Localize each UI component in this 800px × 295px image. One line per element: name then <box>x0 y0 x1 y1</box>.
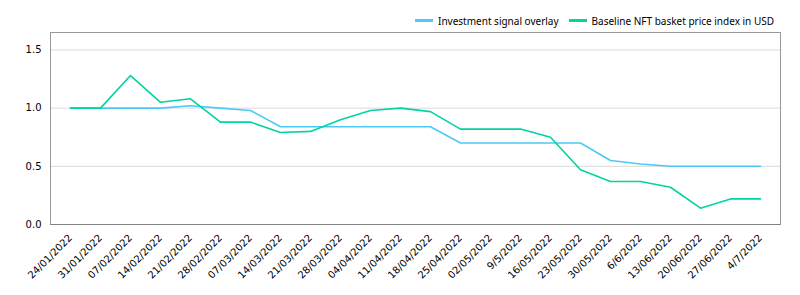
svg-text:31/01/2022: 31/01/2022 <box>55 232 105 281</box>
svg-text:07/03/2022: 07/03/2022 <box>205 232 255 281</box>
svg-text:0.5: 0.5 <box>26 161 42 172</box>
svg-text:07/02/2022: 07/02/2022 <box>85 232 135 281</box>
svg-text:02/05/2022: 02/05/2022 <box>446 232 495 281</box>
svg-text:16/05/2022: 16/05/2022 <box>505 232 555 281</box>
svg-text:21/02/2022: 21/02/2022 <box>145 232 195 281</box>
svg-text:20/06/2022: 20/06/2022 <box>655 232 705 281</box>
svg-text:28/03/2022: 28/03/2022 <box>295 232 345 281</box>
svg-text:30/05/2022: 30/05/2022 <box>566 232 615 281</box>
svg-text:13/06/2022: 13/06/2022 <box>625 232 675 281</box>
svg-text:27/06/2022: 27/06/2022 <box>686 232 735 281</box>
svg-text:14/03/2022: 14/03/2022 <box>235 232 285 281</box>
svg-text:24/01/2022: 24/01/2022 <box>25 232 75 281</box>
svg-text:28/02/2022: 28/02/2022 <box>175 232 225 281</box>
svg-text:14/02/2022: 14/02/2022 <box>115 232 165 281</box>
svg-text:1.0: 1.0 <box>26 102 42 113</box>
svg-text:21/03/2022: 21/03/2022 <box>265 232 315 281</box>
svg-text:25/04/2022: 25/04/2022 <box>415 232 465 281</box>
svg-text:18/04/2022: 18/04/2022 <box>385 232 435 281</box>
svg-text:23/05/2022: 23/05/2022 <box>535 232 585 281</box>
svg-text:11/04/2022: 11/04/2022 <box>355 232 405 281</box>
svg-text:4/7/2022: 4/7/2022 <box>725 232 765 272</box>
svg-text:1.5: 1.5 <box>26 44 42 55</box>
html-text:Baseline NFT basket price inde: Baseline NFT basket price index in USD <box>591 13 774 28</box>
html-text:Investment signal overlay: Investment signal overlay <box>438 13 559 28</box>
svg-text:6/6/2022: 6/6/2022 <box>604 232 645 272</box>
svg-text:9/5/2022: 9/5/2022 <box>484 232 525 272</box>
svg-text:0.0: 0.0 <box>26 219 42 230</box>
svg-text:04/04/2022: 04/04/2022 <box>325 232 375 281</box>
